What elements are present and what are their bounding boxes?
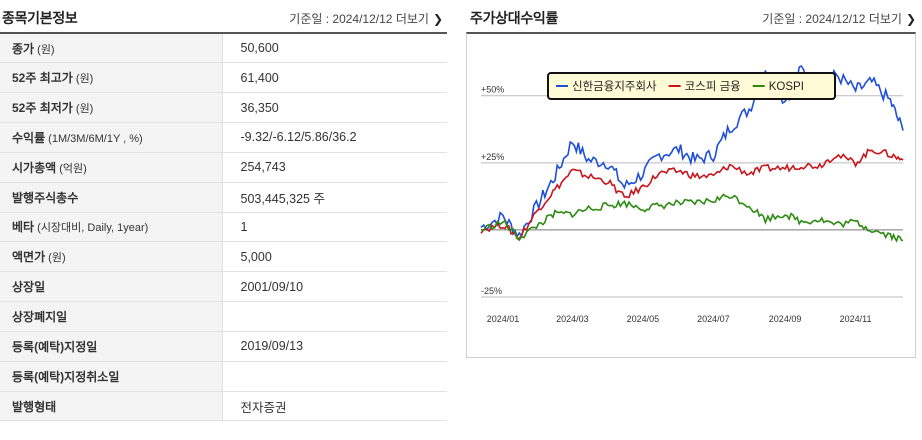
info-row: 액면가 (원) 5,000 [0,241,447,272]
info-label: 52주 최저가 (원) [0,92,223,123]
info-label-unit: (원) [45,252,66,265]
info-label-unit: (원) [72,103,94,116]
x-tick-label: 2024/07 [697,314,730,324]
relative-return-title: 주가상대수익률 [470,10,559,26]
info-value: 50,600 [240,41,279,56]
info-row: 발행주식총수 503,445,325 주 [0,182,447,213]
info-label-unit: (억원) [56,162,87,175]
x-tick-label: 2024/11 [840,314,872,324]
relative-return-chart: +50% +25% -25% 2024/01 2024/03 2024/05 2024/07… [480,64,904,324]
stock-info-table: 종가 (원) 50,600 52주 최고가 (원) 61,400 52주 최저가 (원)… [0,32,447,421]
info-label-unit: (1M/3M/6M/1Y , %) [45,132,143,145]
x-tick-label: 2024/01 [487,314,520,324]
info-value: 1 [240,219,248,234]
stock-info-date-bar: 기준일 : 2024/12/12 더보기 ❯ [289,10,443,27]
info-value [222,361,447,391]
info-value: 2001/09/10 [240,279,304,294]
info-value: 36,350 [240,100,279,115]
x-tick-label: 2024/09 [769,314,802,324]
info-label: 등록(예탁)지정일 [0,331,223,362]
stock-info-panel: 종목기본정보 기준일 : 2024/12/12 더보기 ❯ 종가 (원) 50,60… [0,0,447,440]
x-tick-label: 2024/05 [627,314,660,324]
info-label-text: 종가 [12,41,35,56]
info-label-text: 52주 최고가 [12,71,73,86]
info-row: 등록(예탁)지정취소일 [0,361,447,392]
series-line [480,193,904,243]
info-row: 시가총액 (억원) 254,743 [0,152,447,183]
info-label-unit: (시장대비, Daily, 1year) [34,222,149,235]
y-tick-label: +50% [481,85,504,95]
info-row: 상장일 2001/09/10 [0,271,447,302]
info-label-text: 52주 최저가 [12,101,73,116]
info-label: 상장일 [0,271,223,302]
info-label-text: 상장폐지일 [12,310,68,325]
info-value: 5,000 [240,249,272,264]
info-label: 52주 최고가 (원) [0,62,223,93]
info-label-text: 수익률 [12,130,46,145]
info-value: 503,445,325 주 [240,191,326,206]
info-row: 등록(예탁)지정일 2019/09/13 [0,331,447,362]
reference-date: 2024/12/12 [332,12,393,26]
x-tick-label: 2024/03 [556,314,589,324]
info-label-text: 시가총액 [12,160,57,175]
info-value: 2019/09/13 [240,339,304,354]
series-line [480,148,904,240]
legend-label: 신한금융지주회사 [572,80,657,93]
info-row: 상장폐지일 [0,301,447,332]
date-prefix: 기준일 : [289,12,333,26]
info-label: 시가총액 (억원) [0,152,223,183]
info-label-text: 베타 [12,220,35,235]
info-label-text: 발행주식총수 [12,190,79,205]
chart-date-prefix: 기준일 : [762,12,806,26]
more-link[interactable]: 더보기 [395,12,429,26]
info-label: 등록(예탁)지정취소일 [0,361,223,392]
y-tick-label: -25% [481,286,502,296]
info-label-text: 등록(예탁)지정일 [12,339,98,354]
y-tick-label: +25% [481,152,504,162]
legend-label: KOSPI [769,81,804,93]
info-label-text: 액면가 [12,250,46,265]
chart-reference-date: 2024/12/12 [805,12,866,26]
chart-container: +50% +25% -25% 2024/01 2024/03 2024/05 2024/07… [466,32,916,358]
chart-date-bar: 기준일 : 2024/12/12 더보기 ❯ [762,10,916,27]
info-row: 종가 (원) 50,600 [0,33,447,63]
info-row: 발행형태 전자증권 [0,391,447,421]
info-value: -9.32/-6.12/5.86/36.2 [240,130,357,145]
info-label: 상장폐지일 [0,301,223,332]
series-line [480,64,904,239]
chart-legend [547,72,836,100]
info-label-text: 등록(예탁)지정취소일 [12,369,120,384]
relative-return-header: 주가상대수익률 기준일 : 2024/12/12 더보기 ❯ [466,0,916,32]
info-value: 254,743 [240,160,286,175]
info-label: 베타 (시장대비, Daily, 1year) [0,212,223,242]
info-label-text: 상장일 [12,280,46,295]
stock-info-header: 종목기본정보 기준일 : 2024/12/12 더보기 ❯ [0,0,447,32]
info-label: 수익률 (1M/3M/6M/1Y , %) [0,122,223,153]
info-value: 61,400 [240,70,279,85]
info-label: 발행주식총수 [0,182,223,213]
info-label-text: 발행형태 [12,399,57,414]
stock-info-title: 종목기본정보 [2,10,78,26]
info-row: 베타 (시장대비, Daily, 1year) 1 [0,212,447,242]
info-label-unit: (원) [34,43,55,56]
info-row: 52주 최고가 (원) 61,400 [0,62,447,93]
info-value [222,302,447,332]
info-row: 수익률 (1M/3M/6M/1Y , %) -9.32/-6.12/5.86/36… [0,122,447,153]
info-row: 52주 최저가 (원) 36,350 [0,92,447,123]
chevron-right-icon[interactable]: ❯ [905,12,916,26]
relative-return-panel: 주가상대수익률 기준일 : 2024/12/12 더보기 ❯ +50% +25% -2… [466,0,916,360]
chevron-right-icon[interactable]: ❯ [432,12,443,26]
info-label-unit: (원) [72,73,94,86]
info-label: 종가 (원) [0,33,223,63]
info-label: 발행형태 [0,391,223,421]
chart-more-link[interactable]: 더보기 [868,12,902,26]
legend-label: 코스피 금융 [685,80,741,93]
info-value: 전자증권 [240,400,287,415]
info-label: 액면가 (원) [0,241,223,272]
